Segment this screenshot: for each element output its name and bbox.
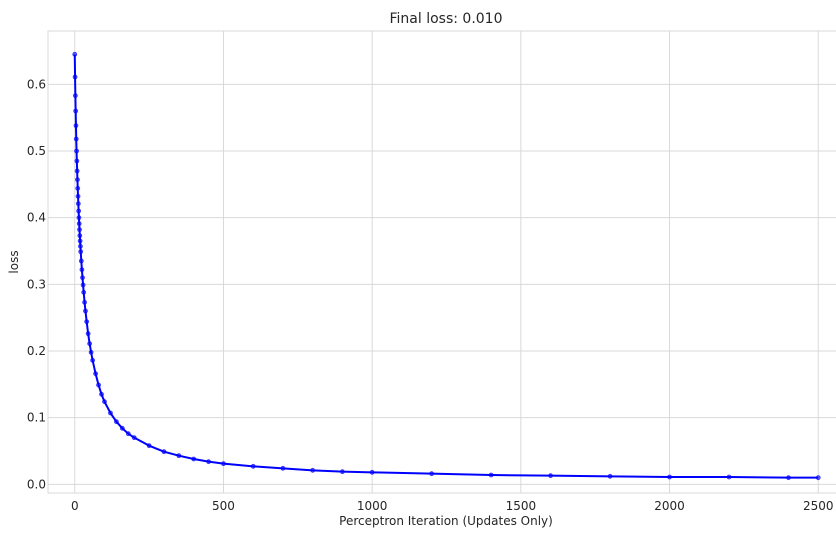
y-tick-label: 0.2 [27, 344, 46, 358]
loss-point [76, 215, 82, 221]
loss-point [667, 474, 672, 480]
loss-point [72, 74, 78, 80]
loss-point [548, 473, 553, 479]
grid [48, 31, 836, 493]
loss-point [131, 435, 137, 441]
tick-labels: 0 500 1000 1500 2000 2500 0.0 0.1 0.2 0.3 0.4 0.5 0.… [27, 77, 834, 513]
loss-point [108, 410, 113, 416]
loss-point [74, 158, 80, 164]
loss-series-line [73, 54, 819, 479]
loss-point [815, 475, 821, 481]
loss-point [77, 227, 82, 233]
loss-point [80, 282, 86, 288]
y-tick-label: 0.4 [27, 211, 46, 225]
loss-point [80, 275, 85, 281]
loss-point [75, 185, 81, 191]
x-tick-label: 1000 [357, 499, 388, 513]
loss-point [74, 148, 79, 154]
loss-point [76, 221, 82, 227]
loss-point [84, 319, 90, 325]
loss-point [280, 465, 286, 471]
loss-point [176, 453, 182, 459]
loss-point [78, 249, 84, 255]
loss-point [340, 469, 345, 475]
loss-point [83, 308, 88, 314]
loss-point [73, 108, 79, 114]
y-axis-label: loss [7, 250, 21, 273]
loss-point [75, 193, 81, 199]
x-tick-label: 0 [71, 499, 79, 513]
x-tick-label: 2500 [803, 499, 834, 513]
loss-point [191, 456, 197, 462]
loss-point [79, 267, 85, 273]
loss-point [88, 349, 94, 355]
loss-point [90, 357, 96, 363]
y-tick-label: 0.3 [27, 277, 46, 291]
y-tick-label: 0.5 [27, 144, 46, 158]
loss-point [93, 371, 98, 377]
loss-point [786, 475, 791, 481]
y-tick-label: 0.1 [27, 411, 46, 425]
loss-point [76, 208, 82, 214]
loss-point [72, 51, 78, 57]
loss-point [72, 93, 78, 99]
loss-point [81, 289, 87, 295]
loss-point [85, 331, 91, 337]
y-tick-label: 0.0 [27, 477, 46, 491]
loss-point [77, 238, 83, 244]
loss-point [74, 168, 80, 174]
loss-point [73, 123, 79, 129]
loss-point [310, 467, 316, 473]
loss-point [77, 233, 83, 239]
loss-point [75, 177, 80, 183]
chart-title: Final loss: 0.010 [389, 11, 502, 27]
loss-point [73, 136, 79, 142]
series-layer [72, 51, 821, 481]
loss-point [369, 469, 375, 475]
loss-point [114, 419, 119, 425]
x-tick-label: 500 [212, 499, 235, 513]
loss-point [146, 443, 152, 449]
loss-point [221, 461, 226, 467]
loss-point [161, 449, 167, 455]
loss-point [99, 391, 104, 397]
loss-point [78, 258, 84, 264]
loss-point [125, 431, 131, 437]
x-tick-label: 2000 [654, 499, 685, 513]
loss-point [429, 471, 435, 477]
loss-point [82, 299, 87, 305]
loss-point [78, 243, 83, 249]
loss-point [75, 201, 81, 207]
loss-point [488, 472, 494, 478]
loss-point [102, 399, 107, 405]
plot-frame [47, 30, 836, 494]
loss-point [87, 341, 93, 347]
loss-point [250, 463, 256, 469]
loss-point [607, 473, 613, 479]
loss-point [96, 382, 101, 388]
loss-point [119, 425, 125, 431]
loss-point [206, 459, 211, 465]
y-tick-label: 0.6 [27, 77, 46, 91]
x-tick-label: 1500 [506, 499, 537, 513]
x-axis-label: Perceptron Iteration (Updates Only) [339, 514, 553, 528]
loss-point [726, 474, 732, 480]
